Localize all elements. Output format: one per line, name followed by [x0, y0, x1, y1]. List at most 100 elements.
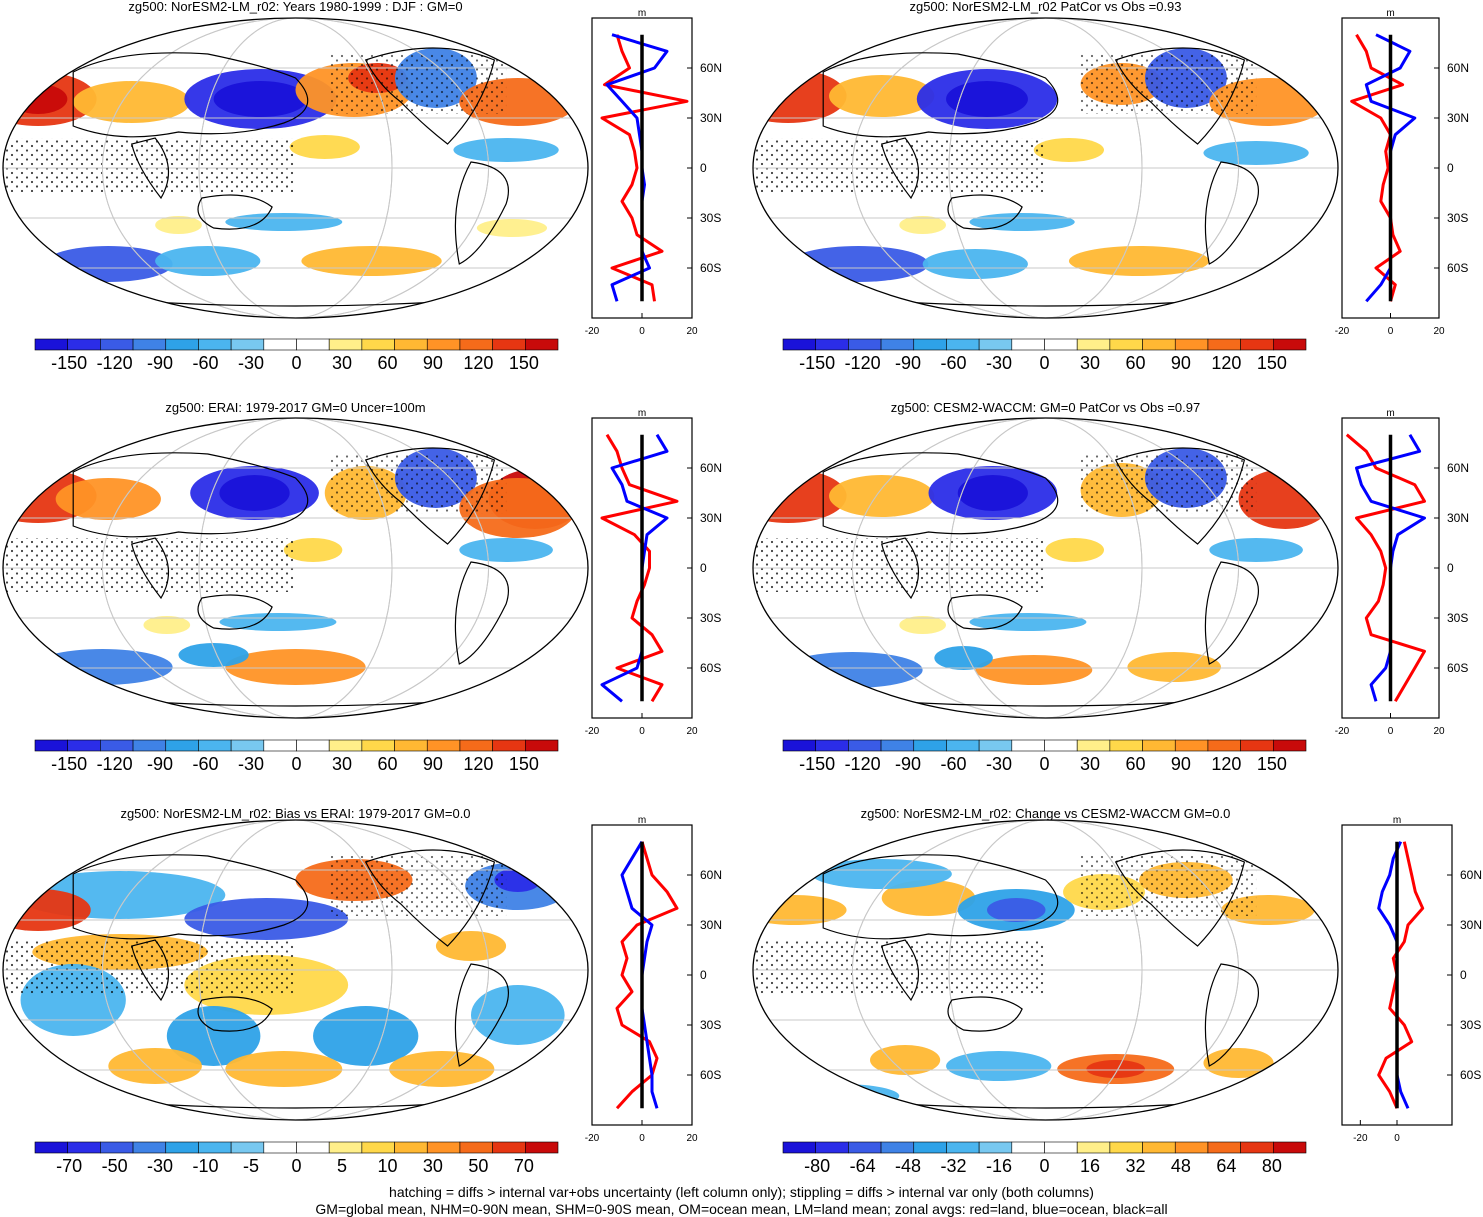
colorbar-swatch	[1109, 1141, 1143, 1154]
anomaly-region	[471, 985, 565, 1045]
zonal-x-label: 0	[1394, 1133, 1400, 1144]
colorbar-swatch	[1240, 739, 1274, 752]
colorbar-swatch	[100, 739, 134, 752]
zonal-x-label: -20	[585, 726, 600, 737]
colorbar-swatch	[1207, 1141, 1241, 1154]
zonal-mean-panel-5: 60N 30N 0 30S 60S -20 0 20 m	[585, 815, 722, 1144]
zonal-x-label: 20	[686, 326, 698, 337]
zonal-mean-panel-6: 60N 30N 0 30S 60S -20 0 m	[1341, 815, 1482, 1144]
colorbar-label: -30	[986, 353, 1012, 373]
map-field-1	[3, 18, 588, 318]
anomaly-region	[219, 475, 290, 511]
zonal-lat-label: 60S	[1460, 1068, 1481, 1082]
zonal-land-line	[1345, 433, 1426, 703]
zonal-lat-label: 60N	[1447, 61, 1469, 75]
colorbar-label: -80	[804, 1156, 830, 1176]
anomaly-region	[313, 1006, 419, 1066]
colorbar-label: 5	[337, 1156, 347, 1176]
colorbar-swatch	[459, 1141, 493, 1154]
colorbar-label: -16	[986, 1156, 1012, 1176]
zonal-x-label: 20	[1433, 326, 1445, 337]
colorbar-swatch	[67, 1141, 101, 1154]
zonal-lat-label: 30S	[700, 211, 721, 225]
stippling-region	[3, 138, 296, 192]
longitude-gridline	[198, 418, 393, 718]
zonal-x-label: 20	[1433, 726, 1445, 737]
anomaly-region	[184, 898, 349, 940]
colorbar-swatch	[165, 338, 199, 351]
panel-title: zg500: ERAI: 1979-2017 GM=0 Uncer=100m	[165, 400, 425, 415]
colorbar-label: 48	[1171, 1156, 1191, 1176]
colorbar-swatch	[946, 338, 980, 351]
colorbar-label: 16	[1080, 1156, 1100, 1176]
colorbar-label: 30	[1080, 353, 1100, 373]
anomaly-region	[55, 478, 161, 520]
zonal-lat-label: 30S	[700, 1018, 721, 1032]
panel-title: zg500: NorESM2-LM_r02 PatCor vs Obs =0.9…	[909, 0, 1181, 14]
zonal-ocean-line	[620, 840, 659, 1109]
anomaly-region	[389, 1051, 495, 1087]
longitude-gridline	[198, 18, 393, 318]
colorbar-6: -80 -64 -48 -32 -16 0 16 32 48 64 80	[782, 1141, 1307, 1176]
anomaly-region	[782, 652, 923, 688]
stippling-region	[753, 538, 1046, 592]
colorbar-swatch	[361, 338, 395, 351]
colorbar-label: 150	[1257, 754, 1287, 774]
colorbar-label: -60	[193, 353, 219, 373]
colorbar-swatch	[978, 338, 1013, 351]
anomaly-region	[946, 1051, 1052, 1081]
colorbar-swatch	[100, 1141, 134, 1154]
colorbar-swatch	[782, 1141, 816, 1154]
coastline	[880, 939, 920, 1002]
zonal-lat-label: 30N	[700, 111, 722, 125]
coastline	[72, 854, 309, 940]
colorbar-swatch	[913, 338, 947, 351]
colorbar-swatch	[459, 338, 493, 351]
anomaly-region	[213, 81, 308, 117]
colorbar-swatch	[132, 739, 167, 752]
zonal-x-label: 0	[639, 1133, 645, 1144]
colorbar-swatch	[880, 739, 915, 752]
colorbar-label: 60	[1125, 353, 1145, 373]
anomaly-region	[1127, 652, 1221, 682]
anomaly-region	[178, 643, 249, 667]
colorbar-label: -70	[56, 1156, 82, 1176]
anomaly-region	[975, 655, 1093, 685]
zonal-lat-label: 0	[700, 968, 707, 982]
longitude-gridline	[851, 418, 1240, 718]
longitude-gridline	[948, 418, 1143, 718]
zonal-mean-panel-4: 60N 30N 0 30S 60S -20 0 20 m	[1335, 408, 1469, 737]
stippling-region	[753, 940, 1046, 994]
zonal-units: m	[1386, 408, 1394, 419]
zonal-lat-label: 60S	[700, 1068, 721, 1082]
zonal-lat-label: 60S	[700, 261, 721, 275]
zonal-lat-label: 60N	[1447, 461, 1469, 475]
colorbar-swatch	[1273, 338, 1307, 351]
colorbar-label: 120	[1211, 754, 1241, 774]
map-border	[752, 819, 1339, 1121]
coastline	[364, 47, 496, 145]
zonal-x-label: 0	[1388, 726, 1394, 737]
colorbar-label: 0	[291, 1156, 301, 1176]
stippling-region	[753, 138, 1046, 192]
coastline	[454, 963, 510, 1067]
colorbar-swatch	[525, 338, 559, 351]
zonal-x-label: -20	[1335, 726, 1350, 737]
colorbar-swatch	[394, 338, 428, 351]
colorbar-label: 90	[1171, 754, 1191, 774]
map-border	[752, 17, 1339, 319]
stippling-region	[1080, 54, 1257, 114]
colorbar-swatch	[1174, 1141, 1209, 1154]
zonal-x-label: -20	[585, 326, 600, 337]
colorbar-swatch	[328, 739, 363, 752]
zonal-units: m	[638, 408, 646, 419]
zonal-x-label: 20	[686, 1133, 698, 1144]
coastline	[130, 939, 170, 1002]
zonal-lat-label: 60N	[700, 868, 722, 882]
coastline	[1204, 963, 1260, 1067]
zonal-mean-panel-3: 60N 30N 0 30S 60S -20 0 20 m	[585, 408, 722, 737]
map-panel-1: zg500: NorESM2-LM_r02: Years 1980-1999 :…	[2, 0, 589, 319]
longitude-gridline	[948, 820, 1143, 1120]
colorbar-swatch	[426, 1141, 461, 1154]
zonal-land-line	[600, 34, 689, 302]
